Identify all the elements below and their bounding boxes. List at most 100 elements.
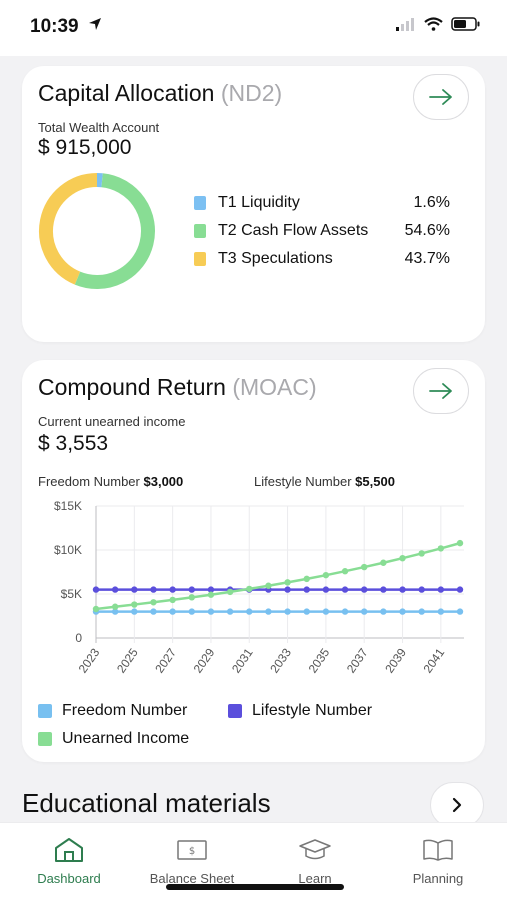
chart-legend-swatch-freedom xyxy=(38,704,52,718)
series-point xyxy=(284,579,291,586)
series-point xyxy=(399,554,406,562)
chart-legend-unearned: Unearned Income xyxy=(38,730,189,748)
x-tick-label: 2041 xyxy=(421,645,448,675)
series-point xyxy=(284,608,291,615)
allocation-legend-row: T3 Speculations 43.7% xyxy=(194,248,450,270)
legend-label-t2: T2 Cash Flow Assets xyxy=(218,222,369,239)
tab-label-planning: Planning xyxy=(412,871,464,886)
legend-pct-t3: 43.7% xyxy=(404,250,450,267)
freedom-number-summary: Freedom Number $3,000 xyxy=(38,474,183,489)
series-point xyxy=(226,608,234,615)
series-line-3 xyxy=(95,541,461,611)
series-point xyxy=(341,608,349,615)
x-tick-label: 2033 xyxy=(267,645,294,675)
tab-label-balance-sheet: Balance Sheet xyxy=(149,871,235,886)
allocation-legend-row: T1 Liquidity 1.6% xyxy=(194,192,450,214)
x-tick-label: 2023 xyxy=(76,645,103,675)
series-point xyxy=(207,591,215,598)
compound-return-line-chart: 0 $5K $10K $15K 2023 2025 2027 2029 2031 2033 2035… xyxy=(54,499,464,676)
legend-swatch-t1 xyxy=(194,196,206,210)
series-point xyxy=(111,608,119,615)
series-point xyxy=(418,550,425,557)
tab-label-learn: Learn xyxy=(298,871,332,886)
legend-label-t3: T3 Speculations xyxy=(218,250,333,267)
legend-pct-t1: 1.6% xyxy=(413,194,450,211)
legend-label-t1: T1 Liquidity xyxy=(218,194,300,211)
x-tick-label: 2037 xyxy=(344,645,371,675)
y-tick-label: $5K xyxy=(61,587,82,601)
lifestyle-number-value: $5,500 xyxy=(355,474,395,489)
educational-materials-button[interactable] xyxy=(430,782,484,828)
chart-legend-freedom: Freedom Number xyxy=(38,702,187,720)
series-point xyxy=(456,539,464,547)
book-icon xyxy=(423,839,453,861)
capital-title-suffix: (ND2) xyxy=(220,80,283,106)
compound-title-suffix: (MOAC) xyxy=(232,374,317,400)
series-point xyxy=(361,608,368,615)
series-point xyxy=(92,605,100,613)
home-indicator xyxy=(166,884,344,890)
legend-pct-t2: 54.6% xyxy=(404,222,450,239)
series-point xyxy=(380,559,387,566)
compound-title-text: Compound Return xyxy=(38,374,226,400)
compound-return-card[interactable]: Compound Return (MOAC) Current unearned … xyxy=(22,360,485,762)
compound-return-title: Compound Return (MOAC) xyxy=(38,374,317,401)
series-point xyxy=(207,586,215,593)
y-tick-label: $10K xyxy=(54,543,82,557)
unearned-income-value: $ 3,553 xyxy=(38,432,109,455)
battery-icon xyxy=(451,17,481,36)
svg-text:$: $ xyxy=(189,846,195,857)
tab-learn[interactable]: Learn xyxy=(260,837,370,893)
series-point xyxy=(265,608,272,615)
donut-slice-2 xyxy=(74,173,155,289)
status-bar: 10:39 xyxy=(0,0,507,56)
series-point xyxy=(92,586,100,593)
x-tick-label: 2031 xyxy=(229,645,256,675)
arrow-right-icon xyxy=(429,383,452,399)
series-point xyxy=(322,608,330,615)
series-point xyxy=(226,588,234,596)
tab-planning[interactable]: Planning xyxy=(383,837,493,893)
series-point xyxy=(399,586,406,593)
capital-allocation-title: Capital Allocation (ND2) xyxy=(38,80,282,107)
series-point xyxy=(131,608,138,615)
compound-open-button[interactable] xyxy=(413,368,469,414)
series-point xyxy=(150,599,157,606)
tab-balance-sheet[interactable]: $ Balance Sheet xyxy=(137,837,247,893)
status-icons xyxy=(396,17,481,36)
chart-legend-swatch-lifestyle xyxy=(228,704,242,718)
tab-dashboard[interactable]: Dashboard xyxy=(14,837,124,893)
chart-legend-lifestyle: Lifestyle Number xyxy=(228,702,372,720)
series-point xyxy=(188,586,195,593)
series-point xyxy=(399,608,406,615)
y-tick-label: 0 xyxy=(75,631,82,645)
series-point xyxy=(150,586,157,593)
series-point xyxy=(456,586,464,593)
lifestyle-number-label: Lifestyle Number xyxy=(254,474,352,489)
y-tick-label: $15K xyxy=(54,499,82,513)
total-wealth-value: $ 915,000 xyxy=(38,136,132,159)
series-point xyxy=(437,545,445,552)
series-point xyxy=(341,568,349,575)
series-point xyxy=(188,608,195,615)
x-tick-label: 2025 xyxy=(114,645,141,675)
donut-slice-3 xyxy=(39,173,98,285)
series-point xyxy=(418,608,425,615)
tab-label-dashboard: Dashboard xyxy=(37,871,101,886)
series-point xyxy=(188,594,195,601)
status-time: 10:39 xyxy=(30,16,79,37)
total-wealth-label: Total Wealth Account xyxy=(38,120,160,135)
location-arrow-icon xyxy=(88,17,102,36)
chart-legend-label-unearned: Unearned Income xyxy=(62,730,190,747)
series-point xyxy=(284,586,291,593)
series-point xyxy=(111,603,119,610)
capital-open-button[interactable] xyxy=(413,74,469,120)
freedom-number-value: $3,000 xyxy=(143,474,184,489)
educational-materials-title: Educational materials xyxy=(22,788,271,818)
series-point xyxy=(246,585,253,593)
series-point xyxy=(380,608,387,615)
graduation-cap-icon xyxy=(299,839,331,860)
legend-swatch-t3 xyxy=(194,252,206,266)
series-point xyxy=(131,601,138,608)
capital-allocation-card[interactable]: Capital Allocation (ND2) Total Wealth Ac… xyxy=(22,66,485,342)
